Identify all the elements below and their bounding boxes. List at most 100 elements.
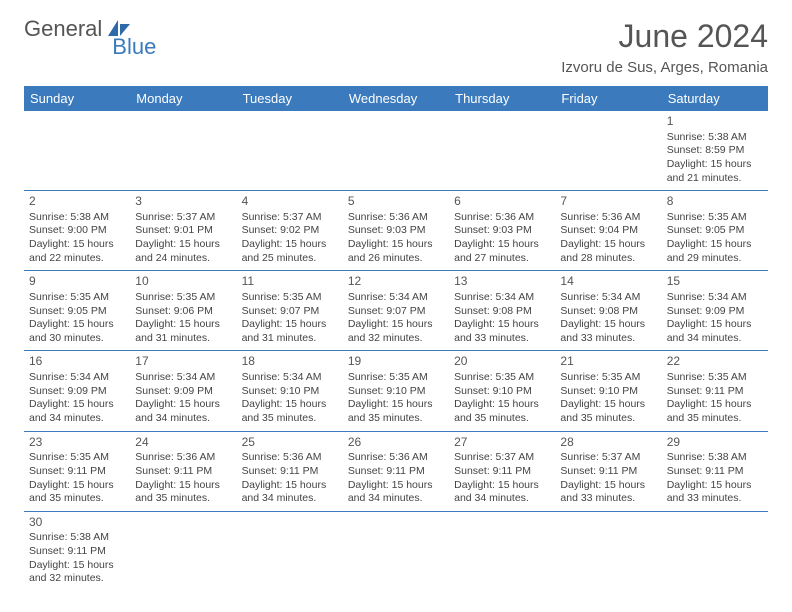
day-info-line: Daylight: 15 hours [560,398,656,412]
day-info-line: Sunrise: 5:35 AM [348,371,444,385]
calendar-cell: 2Sunrise: 5:38 AMSunset: 9:00 PMDaylight… [24,191,130,271]
day-number: 30 [29,515,125,531]
day-info-line: and 21 minutes. [667,172,763,186]
day-info-line: Daylight: 15 hours [242,479,338,493]
day-info-line: Sunset: 9:11 PM [29,465,125,479]
day-info-line: Sunset: 9:11 PM [454,465,550,479]
day-number: 11 [242,274,338,290]
day-info-line: Sunrise: 5:34 AM [560,291,656,305]
calendar-cell: 13Sunrise: 5:34 AMSunset: 9:08 PMDayligh… [449,271,555,351]
day-number: 13 [454,274,550,290]
logo-text-2: Blue [112,36,156,58]
day-info-line: Daylight: 15 hours [135,238,231,252]
day-number: 26 [348,435,444,451]
day-info-line: and 34 minutes. [667,332,763,346]
calendar-cell: 21Sunrise: 5:35 AMSunset: 9:10 PMDayligh… [555,351,661,431]
day-number: 20 [454,354,550,370]
day-number: 21 [560,354,656,370]
day-info-line: Sunset: 9:10 PM [560,385,656,399]
day-info-line: Sunset: 9:11 PM [560,465,656,479]
day-info-line: Sunrise: 5:36 AM [348,451,444,465]
day-info-line: Daylight: 15 hours [29,398,125,412]
day-info-line: Daylight: 15 hours [135,398,231,412]
day-info-line: and 24 minutes. [135,252,231,266]
day-info-line: Daylight: 15 hours [242,238,338,252]
calendar-cell: 14Sunrise: 5:34 AMSunset: 9:08 PMDayligh… [555,271,661,351]
day-number: 12 [348,274,444,290]
day-header: Saturday [662,86,768,111]
day-number: 10 [135,274,231,290]
day-info-line: Sunrise: 5:37 AM [454,451,550,465]
day-info-line: Sunset: 9:05 PM [29,305,125,319]
calendar-cell: 4Sunrise: 5:37 AMSunset: 9:02 PMDaylight… [237,191,343,271]
calendar-cell: 24Sunrise: 5:36 AMSunset: 9:11 PMDayligh… [130,431,236,511]
day-info-line: Daylight: 15 hours [560,479,656,493]
logo-text-1: General [24,18,102,40]
day-header: Tuesday [237,86,343,111]
day-number: 2 [29,194,125,210]
calendar-row: 1Sunrise: 5:38 AMSunset: 8:59 PMDaylight… [24,111,768,191]
day-info-line: Daylight: 15 hours [667,238,763,252]
day-info-line: and 29 minutes. [667,252,763,266]
day-number: 7 [560,194,656,210]
day-info-line: Sunset: 9:07 PM [242,305,338,319]
day-info-line: Sunset: 9:09 PM [29,385,125,399]
day-info-line: Sunset: 9:03 PM [454,224,550,238]
day-info-line: Daylight: 15 hours [348,238,444,252]
day-info-line: Sunset: 9:11 PM [667,465,763,479]
day-info-line: Daylight: 15 hours [348,398,444,412]
day-info-line: Sunset: 9:00 PM [29,224,125,238]
day-number: 16 [29,354,125,370]
day-info-line: Sunrise: 5:34 AM [242,371,338,385]
day-info-line: Daylight: 15 hours [454,479,550,493]
calendar-cell: 8Sunrise: 5:35 AMSunset: 9:05 PMDaylight… [662,191,768,271]
day-info-line: Sunset: 9:09 PM [667,305,763,319]
day-info-line: Sunset: 9:08 PM [454,305,550,319]
day-info-line: Daylight: 15 hours [242,318,338,332]
day-number: 28 [560,435,656,451]
calendar-row: 2Sunrise: 5:38 AMSunset: 9:00 PMDaylight… [24,191,768,271]
logo: General Blue [24,18,178,43]
day-number: 19 [348,354,444,370]
day-info-line: and 34 minutes. [242,492,338,506]
day-info-line: Sunrise: 5:35 AM [454,371,550,385]
day-info-line: Sunrise: 5:36 AM [348,211,444,225]
day-info-line: Daylight: 15 hours [135,479,231,493]
calendar-cell: 27Sunrise: 5:37 AMSunset: 9:11 PMDayligh… [449,431,555,511]
calendar-cell: 1Sunrise: 5:38 AMSunset: 8:59 PMDaylight… [662,111,768,191]
day-info-line: Sunset: 9:10 PM [242,385,338,399]
calendar-cell [130,111,236,191]
day-info-line: Sunset: 9:02 PM [242,224,338,238]
calendar-cell [555,111,661,191]
day-info-line: Sunset: 9:08 PM [560,305,656,319]
day-info-line: Sunrise: 5:36 AM [135,451,231,465]
day-number: 3 [135,194,231,210]
day-info-line: and 33 minutes. [454,332,550,346]
day-info-line: and 31 minutes. [242,332,338,346]
day-info-line: Daylight: 15 hours [135,318,231,332]
day-info-line: Sunset: 9:09 PM [135,385,231,399]
calendar-cell: 18Sunrise: 5:34 AMSunset: 9:10 PMDayligh… [237,351,343,431]
day-number: 24 [135,435,231,451]
calendar-cell [555,511,661,591]
day-info-line: Daylight: 15 hours [454,318,550,332]
calendar-cell: 10Sunrise: 5:35 AMSunset: 9:06 PMDayligh… [130,271,236,351]
day-info-line: and 31 minutes. [135,332,231,346]
day-number: 23 [29,435,125,451]
day-info-line: Daylight: 15 hours [667,479,763,493]
day-info-line: Sunset: 9:11 PM [29,545,125,559]
day-info-line: and 22 minutes. [29,252,125,266]
calendar-cell [237,111,343,191]
day-info-line: Sunrise: 5:35 AM [560,371,656,385]
day-info-line: and 27 minutes. [454,252,550,266]
day-number: 17 [135,354,231,370]
day-info-line: and 35 minutes. [560,412,656,426]
day-info-line: Sunset: 9:01 PM [135,224,231,238]
day-info-line: and 35 minutes. [348,412,444,426]
day-info-line: Sunrise: 5:37 AM [242,211,338,225]
day-info-line: Sunset: 9:07 PM [348,305,444,319]
day-info-line: and 25 minutes. [242,252,338,266]
calendar-cell: 30Sunrise: 5:38 AMSunset: 9:11 PMDayligh… [24,511,130,591]
day-info-line: Daylight: 15 hours [29,479,125,493]
day-header: Friday [555,86,661,111]
